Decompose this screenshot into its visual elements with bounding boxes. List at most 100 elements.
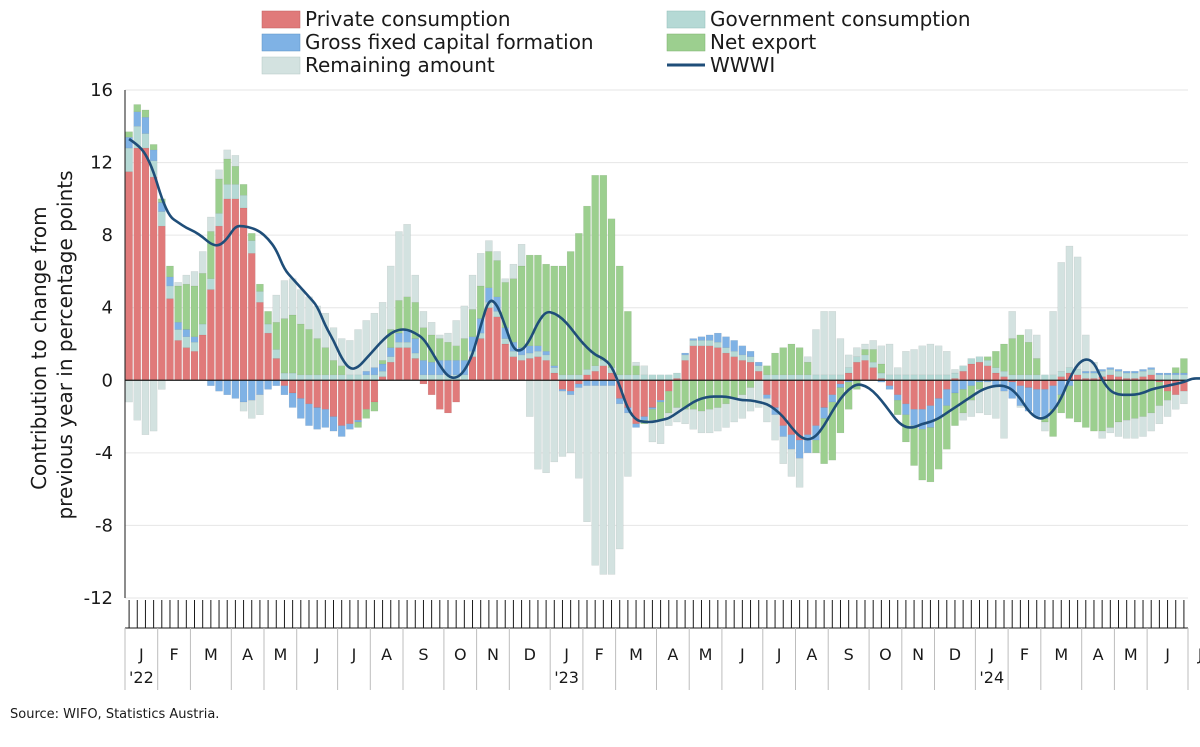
bar-government [951, 372, 959, 379]
bar-netexport [378, 360, 387, 365]
bar-gfcf [305, 403, 313, 426]
bar-netexport [746, 380, 755, 388]
bar-netexport [542, 263, 550, 352]
bar-private [534, 356, 542, 381]
bar-netexport [526, 254, 534, 347]
bar-netexport [354, 421, 362, 428]
bar-private [182, 347, 191, 381]
bar-gfcf [689, 338, 698, 341]
bar-remaining [1073, 256, 1082, 370]
bar-gfcf [755, 361, 763, 366]
bar-netexport [992, 351, 1000, 368]
bar-remaining [550, 380, 559, 463]
bar-private [305, 380, 313, 405]
bar-gfcf [558, 389, 567, 392]
bar-remaining [705, 409, 714, 434]
bar-gfcf [427, 361, 436, 376]
bar-remaining [272, 294, 280, 323]
x-month-label: A [806, 645, 817, 664]
bar-remaining [714, 407, 722, 432]
bar-private [476, 338, 485, 381]
bar-remaining [280, 280, 289, 319]
bar-government [1082, 372, 1090, 379]
bar-government [297, 374, 305, 381]
x-month-label: F [595, 645, 604, 664]
bar-government [378, 371, 387, 377]
bar-private [983, 365, 992, 381]
legend-label-gross-fixed-capital-formation: Gross fixed capital formation [305, 30, 594, 54]
y-tick-label: -4 [95, 443, 113, 464]
axes [124, 90, 1188, 598]
bar-private [207, 289, 215, 381]
bar-government [337, 374, 346, 381]
bar-private [550, 372, 559, 381]
bar-netexport [599, 175, 608, 361]
bar-gfcf [681, 352, 689, 356]
bar-private [149, 176, 158, 381]
legend-swatch-net-export [666, 33, 706, 52]
bar-private [599, 365, 608, 381]
bar-gfcf [542, 351, 550, 356]
bar-remaining [640, 365, 648, 376]
bar-netexport [861, 349, 869, 356]
bar-gfcf [640, 416, 648, 421]
bar-government [207, 278, 215, 290]
bar-netexport [624, 311, 632, 376]
bar-gfcf [705, 334, 714, 341]
bar-government [174, 329, 182, 341]
bar-private [861, 360, 869, 381]
bar-private [485, 307, 493, 381]
bar-gfcf [411, 338, 419, 354]
bar-government [387, 356, 395, 363]
x-month-label: J [1197, 645, 1200, 664]
bar-government [804, 374, 812, 381]
bar-remaining [1147, 412, 1155, 432]
bar-government [534, 351, 542, 357]
bar-government [223, 184, 231, 200]
bar-netexport [231, 165, 240, 185]
bar-government [329, 374, 338, 381]
bar-remaining [1016, 405, 1025, 408]
bar-gfcf [346, 423, 354, 430]
bar-government [640, 374, 648, 381]
bar-remaining [795, 458, 804, 488]
bar-remaining [943, 351, 951, 376]
bar-private [272, 358, 280, 381]
bar-government [346, 374, 354, 381]
bar-gfcf [272, 380, 280, 386]
bar-government [1163, 374, 1172, 381]
wwwi-line [128, 137, 1200, 441]
bar-netexport [223, 158, 231, 185]
bar-remaining [820, 311, 828, 376]
bar-private [526, 358, 534, 381]
bar-government [133, 126, 141, 149]
bar-gfcf [133, 111, 141, 127]
bar-gfcf [1180, 372, 1188, 376]
bar-private [395, 347, 403, 381]
bar-remaining [403, 224, 411, 298]
bar-netexport [877, 363, 886, 374]
bar-remaining [460, 305, 469, 339]
bar-netexport [771, 352, 779, 376]
bar-remaining [828, 311, 837, 376]
bar-government [427, 374, 436, 381]
x-month-label: J [314, 645, 320, 664]
bar-private [771, 380, 779, 408]
bar-gfcf [207, 380, 215, 386]
legend-item-private-consumption: Private consumption [261, 7, 511, 31]
bar-gfcf [804, 434, 812, 454]
bar-netexport [190, 285, 199, 337]
bar-government [722, 347, 730, 354]
x-month-label: J [138, 645, 144, 664]
bar-private [264, 332, 272, 381]
bar-netexport [534, 254, 542, 347]
bar-government [591, 365, 599, 372]
x-month-label: A [1093, 645, 1104, 664]
bar-remaining [771, 414, 779, 441]
bar-government [812, 374, 820, 381]
bar-gfcf [779, 425, 787, 437]
x-month-label: J [988, 645, 994, 664]
bar-gfcf [321, 409, 330, 428]
bar-remaining [362, 320, 370, 372]
bar-government [894, 374, 902, 381]
